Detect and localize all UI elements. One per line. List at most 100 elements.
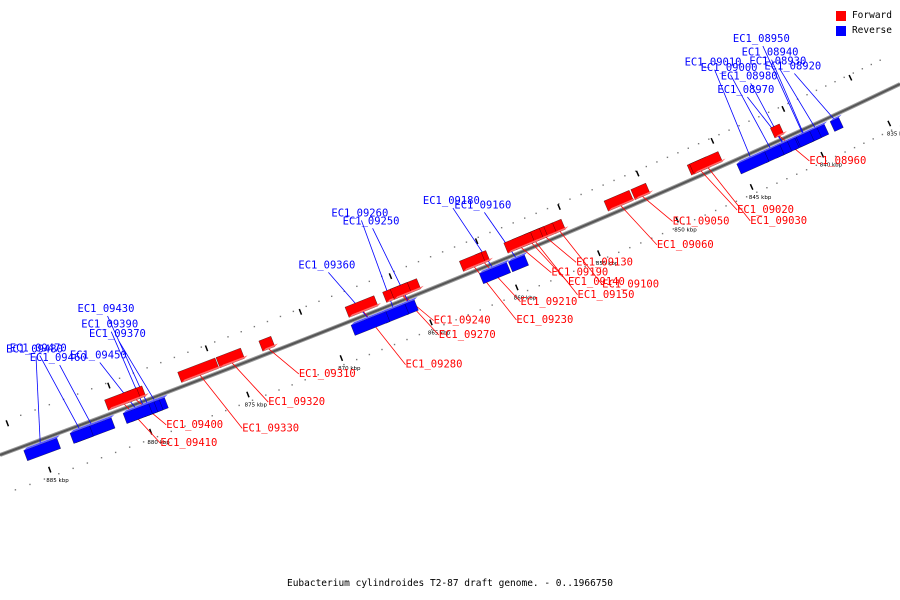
guide-dot bbox=[330, 368, 332, 371]
tick-mark bbox=[887, 120, 892, 127]
guide-dot bbox=[368, 353, 371, 356]
forward-gene-label[interactable]: EC1_09210 bbox=[520, 296, 577, 308]
reverse-gene-label[interactable]: EC1_09360 bbox=[298, 259, 355, 271]
reverse-gene-label[interactable]: EC1_09450 bbox=[70, 349, 127, 361]
reverse-leader-line bbox=[59, 364, 93, 426]
reverse-gene-label[interactable]: EC1_08950 bbox=[733, 33, 790, 45]
guide-dot bbox=[550, 280, 552, 282]
guide-dot bbox=[613, 179, 615, 182]
guide-dot bbox=[714, 209, 717, 212]
forward-gene-block[interactable] bbox=[603, 190, 637, 212]
forward-gene-block[interactable] bbox=[344, 295, 382, 318]
forward-gene-block[interactable] bbox=[459, 252, 489, 272]
guide-dot bbox=[479, 309, 481, 311]
forward-gene-label[interactable]: EC1_08960 bbox=[809, 155, 866, 167]
guide-dot bbox=[503, 299, 505, 301]
guide-dot bbox=[291, 384, 293, 386]
guide-dot bbox=[834, 80, 836, 83]
forward-gene-label[interactable]: EC1_09320 bbox=[268, 396, 325, 408]
guide-dot bbox=[405, 265, 408, 268]
guide-dot bbox=[825, 160, 827, 162]
reverse-gene-label[interactable]: EC1_09260 bbox=[331, 207, 388, 219]
forward-gene-block[interactable] bbox=[630, 182, 654, 200]
guide-dot bbox=[14, 489, 17, 491]
reverse-gene-label[interactable]: EC1_09180 bbox=[423, 195, 480, 207]
guide-dot bbox=[356, 285, 358, 288]
tick-mark bbox=[848, 74, 853, 81]
reverse-gene-label[interactable]: EC1_09460 bbox=[30, 352, 87, 364]
reverse-leader-line bbox=[794, 73, 835, 120]
reverse-gene-label[interactable]: EC1_08940 bbox=[742, 47, 799, 59]
reverse-gene-label[interactable]: EC1_08970 bbox=[717, 84, 774, 96]
guide-dot bbox=[618, 251, 620, 254]
guide-dot bbox=[546, 207, 549, 210]
guide-dot bbox=[728, 129, 730, 131]
forward-gene-block[interactable] bbox=[215, 347, 248, 369]
forward-gene-block[interactable] bbox=[689, 151, 726, 175]
forward-gene-label[interactable]: EC1_09270 bbox=[439, 329, 496, 341]
reverse-gene-label[interactable]: EC1_09480 bbox=[6, 343, 63, 355]
reverse-gene-block[interactable] bbox=[23, 435, 61, 461]
reverse-gene-label[interactable]: EC1_09370 bbox=[89, 328, 146, 340]
tick-mark bbox=[781, 105, 786, 112]
tick-mark bbox=[675, 216, 680, 223]
guide-dot bbox=[368, 280, 371, 283]
reverse-gene-label[interactable]: EC1_08920 bbox=[764, 61, 821, 73]
reverse-gene-label[interactable]: EC1_09000 bbox=[701, 62, 758, 74]
forward-gene-label[interactable]: EC1_09190 bbox=[551, 267, 608, 279]
reverse-gene-label[interactable]: EC1_09160 bbox=[454, 199, 511, 211]
reverse-gene-block[interactable] bbox=[350, 308, 391, 336]
reverse-gene-label[interactable]: EC1_09390 bbox=[81, 319, 138, 331]
reverse-gene-label[interactable]: EC1_08980 bbox=[721, 70, 778, 82]
forward-gene-block[interactable] bbox=[104, 387, 144, 411]
forward-gene-label[interactable]: EC1_09240 bbox=[434, 315, 491, 327]
forward-gene-block[interactable] bbox=[770, 123, 787, 139]
guide-dot bbox=[815, 164, 818, 167]
reverse-gene-block[interactable] bbox=[69, 422, 94, 444]
guide-dot bbox=[629, 246, 631, 249]
forward-gene-block[interactable] bbox=[503, 231, 538, 254]
tick-mark bbox=[47, 466, 52, 473]
forward-gene-label[interactable]: EC1_09330 bbox=[242, 422, 299, 434]
forward-gene-label[interactable]: EC1_09400 bbox=[166, 419, 223, 431]
forward-gene-label[interactable]: EC1_09150 bbox=[578, 289, 635, 301]
guide-dot bbox=[805, 169, 808, 171]
reverse-gene-block[interactable] bbox=[829, 114, 844, 132]
guide-dot bbox=[278, 389, 280, 391]
guide-dot bbox=[20, 414, 22, 417]
reverse-gene-block[interactable] bbox=[479, 259, 511, 284]
guide-dot bbox=[86, 462, 89, 464]
forward-gene-label[interactable]: EC1_09030 bbox=[750, 215, 807, 227]
forward-gene-label[interactable]: EC1_09140 bbox=[568, 276, 625, 288]
reverse-gene-block[interactable] bbox=[508, 252, 529, 273]
forward-gene-label[interactable]: EC1_09050 bbox=[673, 215, 730, 227]
forward-gene-label[interactable]: EC1_09130 bbox=[576, 256, 633, 268]
guide-dot bbox=[406, 338, 408, 341]
reverse-gene-block[interactable] bbox=[736, 148, 770, 175]
forward-gene-label[interactable]: EC1_09280 bbox=[406, 359, 463, 371]
legend: Forward Reverse bbox=[835, 8, 892, 38]
forward-gene-label[interactable]: EC1_09100 bbox=[602, 278, 659, 290]
forward-gene-block[interactable] bbox=[389, 282, 415, 300]
guide-dot bbox=[844, 151, 846, 153]
forward-leader-line bbox=[535, 241, 578, 296]
forward-gene-block[interactable] bbox=[177, 357, 222, 383]
reverse-gene-block[interactable] bbox=[796, 128, 815, 148]
guide-dot bbox=[606, 256, 609, 258]
reverse-gene-label[interactable]: EC1_09010 bbox=[685, 57, 742, 69]
guide-dot bbox=[776, 182, 778, 184]
forward-gene-label[interactable]: EC1_09060 bbox=[657, 239, 714, 251]
reverse-gene-label[interactable]: EC1_09430 bbox=[78, 303, 135, 315]
reverse-leader-line bbox=[779, 68, 816, 129]
reverse-gene-label[interactable]: EC1_08930 bbox=[749, 55, 806, 67]
forward-gene-block[interactable] bbox=[258, 336, 278, 352]
reverse-gene-block[interactable] bbox=[122, 400, 153, 424]
forward-gene-label[interactable]: EC1_09230 bbox=[516, 314, 573, 326]
tick-mark bbox=[474, 238, 479, 245]
forward-gene-label[interactable]: EC1_09310 bbox=[299, 368, 356, 380]
forward-gene-label[interactable]: EC1_09410 bbox=[160, 437, 217, 449]
reverse-gene-label[interactable]: EC1_09470 bbox=[10, 343, 67, 355]
forward-gene-label[interactable]: EC1_09020 bbox=[737, 204, 794, 216]
reverse-gene-label[interactable]: EC1_09250 bbox=[343, 215, 400, 227]
